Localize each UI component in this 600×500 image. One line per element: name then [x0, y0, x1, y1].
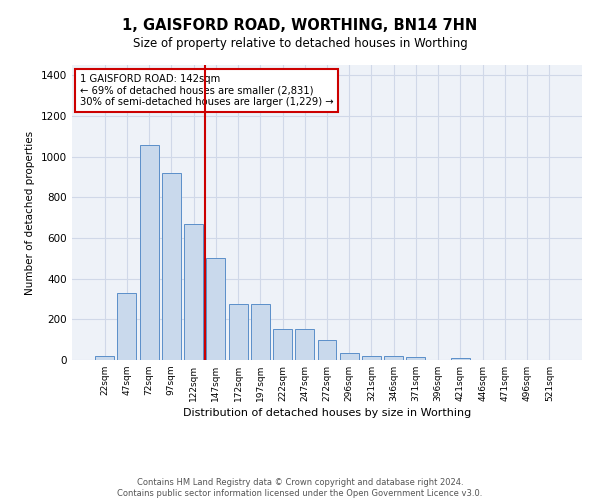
Bar	[184, 224, 203, 360]
Text: 1 GAISFORD ROAD: 142sqm
← 69% of detached houses are smaller (2,831)
30% of semi: 1 GAISFORD ROAD: 142sqm ← 69% of detache…	[80, 74, 333, 107]
Bar	[362, 356, 381, 360]
Bar	[206, 258, 225, 360]
Bar	[118, 293, 136, 360]
Bar	[295, 330, 314, 360]
Text: Size of property relative to detached houses in Worthing: Size of property relative to detached ho…	[133, 38, 467, 51]
Bar	[251, 304, 270, 360]
Bar	[273, 330, 292, 360]
Text: Contains HM Land Registry data © Crown copyright and database right 2024.
Contai: Contains HM Land Registry data © Crown c…	[118, 478, 482, 498]
Bar	[340, 353, 359, 360]
Bar	[229, 304, 248, 360]
Text: 1, GAISFORD ROAD, WORTHING, BN14 7HN: 1, GAISFORD ROAD, WORTHING, BN14 7HN	[122, 18, 478, 32]
Bar	[317, 340, 337, 360]
Bar	[406, 357, 425, 360]
Bar	[384, 356, 403, 360]
X-axis label: Distribution of detached houses by size in Worthing: Distribution of detached houses by size …	[183, 408, 471, 418]
Bar	[451, 358, 470, 360]
Bar	[140, 146, 158, 360]
Y-axis label: Number of detached properties: Number of detached properties	[25, 130, 35, 294]
Bar	[95, 356, 114, 360]
Bar	[162, 173, 181, 360]
